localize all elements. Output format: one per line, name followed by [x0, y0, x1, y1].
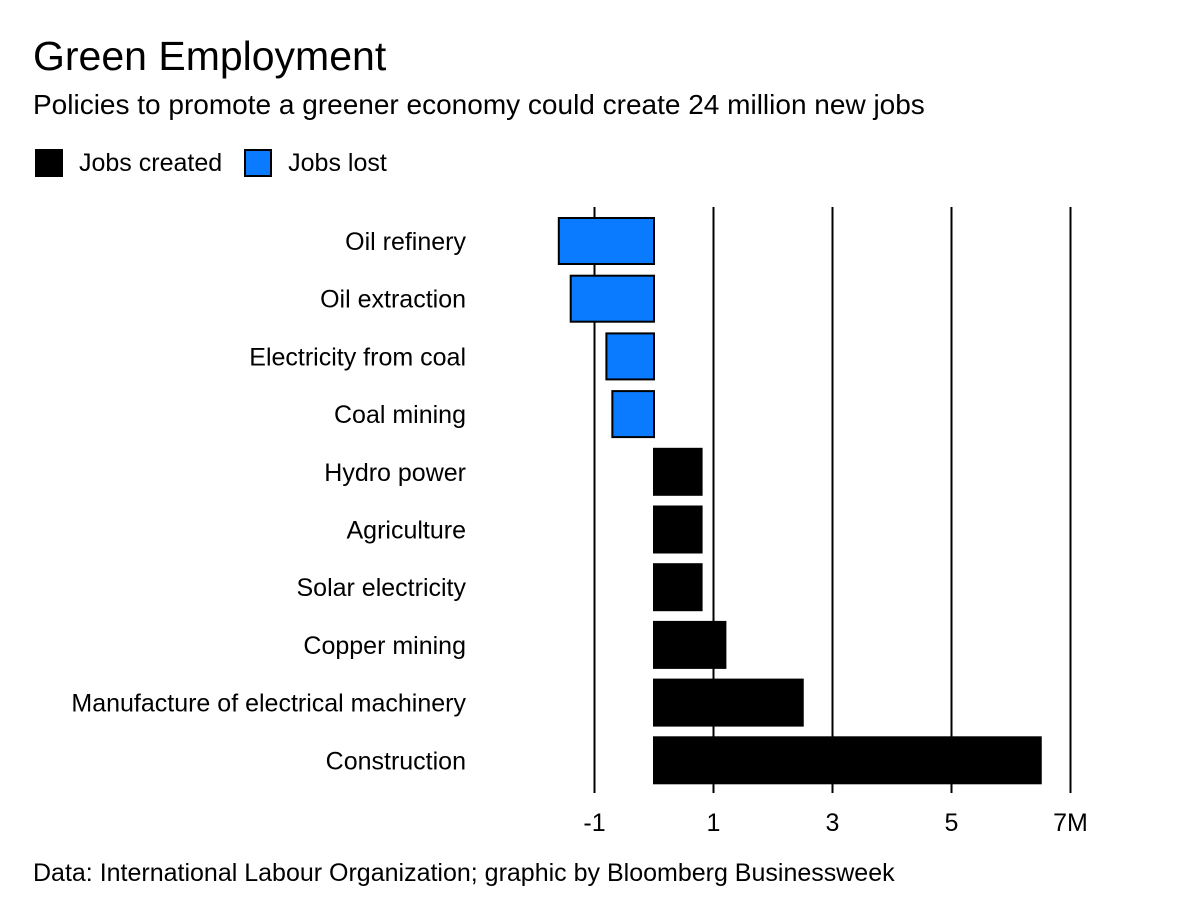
source-note: Data: International Labour Organization;…: [33, 859, 895, 887]
bar: [653, 736, 1042, 785]
category-label: Coal mining: [334, 401, 466, 429]
bar: [569, 274, 656, 323]
bar: [653, 620, 727, 669]
category-label: Manufacture of electrical machinery: [71, 690, 466, 718]
legend: Jobs created Jobs lost: [35, 148, 409, 178]
legend-swatch-jobs-created: [35, 149, 63, 177]
category-label: Electricity from coal: [249, 343, 466, 371]
x-tick-label: 1: [707, 809, 721, 837]
bar: [653, 678, 804, 727]
category-label: Solar electricity: [297, 574, 467, 602]
bar: [557, 217, 655, 265]
chart-title: Green Employment: [33, 33, 387, 79]
legend-item-jobs-lost: Jobs lost: [244, 148, 387, 178]
x-tick-label: 5: [945, 809, 959, 837]
category-label: Agriculture: [347, 517, 467, 545]
category-label: Construction: [326, 747, 466, 775]
bar: [611, 390, 655, 439]
category-label: Copper mining: [303, 632, 466, 660]
bar: [605, 332, 656, 381]
category-label: Hydro power: [324, 459, 466, 487]
x-tick-label: 7M: [1053, 809, 1088, 837]
bar: [653, 447, 703, 496]
legend-label-jobs-lost: Jobs lost: [288, 149, 387, 177]
bar: [653, 563, 703, 612]
legend-item-jobs-created: Jobs created: [35, 148, 222, 178]
legend-label-jobs-created: Jobs created: [79, 149, 223, 177]
category-label: Oil refinery: [345, 228, 466, 256]
bar: [653, 505, 703, 554]
x-tick-label: 3: [826, 809, 840, 837]
category-label: Oil extraction: [320, 286, 466, 314]
legend-swatch-jobs-lost: [244, 149, 273, 177]
chart-subtitle: Policies to promote a greener economy co…: [33, 89, 925, 120]
x-tick-label: -1: [583, 809, 605, 837]
